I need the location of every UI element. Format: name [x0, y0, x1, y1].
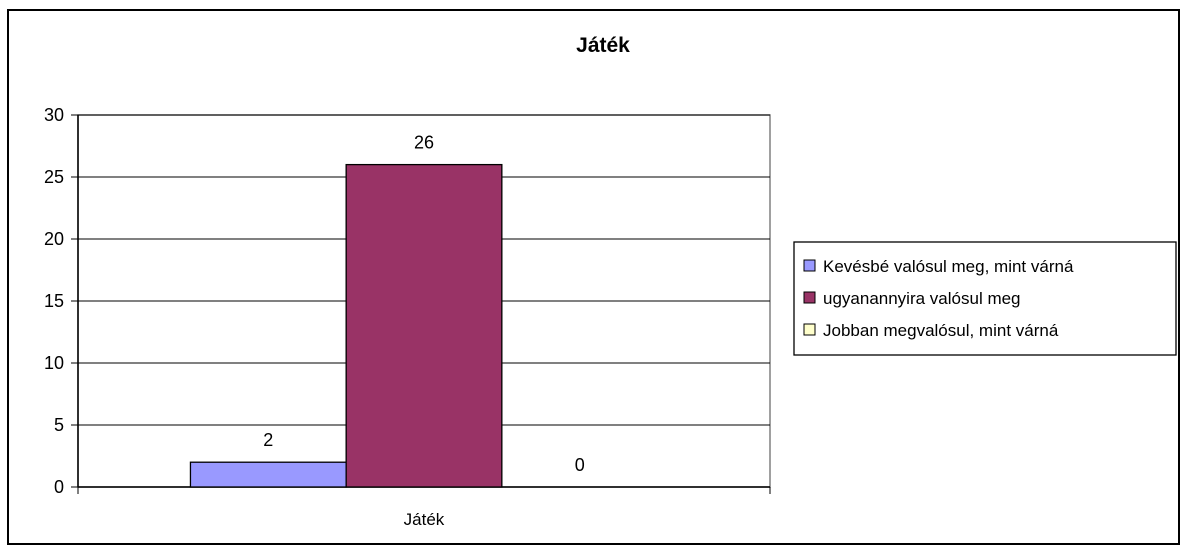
- legend-label: Jobban megvalósul, mint várná: [823, 321, 1059, 340]
- y-tick-label: 25: [44, 167, 64, 187]
- y-tick-label: 30: [44, 105, 64, 125]
- y-tick-label: 10: [44, 353, 64, 373]
- bar: [189, 461, 347, 488]
- data-label: 26: [414, 133, 434, 153]
- legend-swatch: [803, 259, 816, 272]
- data-label: 2: [263, 430, 273, 450]
- y-tick-label: 15: [44, 291, 64, 311]
- legend-swatch: [803, 323, 816, 336]
- chart-title: Játék: [576, 34, 630, 57]
- data-label: 0: [575, 455, 585, 475]
- legend-swatch: [803, 291, 816, 304]
- legend-label: Kevésbé valósul meg, mint várná: [823, 257, 1074, 276]
- plot-area: 0 5 10 15 20 25 30 2 26 0 Játék: [44, 105, 771, 529]
- legend-box: [793, 241, 1177, 356]
- x-category-label: Játék: [404, 510, 445, 529]
- y-tick-label: 0: [54, 477, 64, 497]
- legend-label: ugyanannyira valósul meg: [823, 289, 1021, 308]
- y-tick-label: 5: [54, 415, 64, 435]
- legend: Kevésbé valósul meg, mint várná ugyananny…: [793, 241, 1177, 356]
- y-tick-label: 20: [44, 229, 64, 249]
- bar: [345, 163, 503, 488]
